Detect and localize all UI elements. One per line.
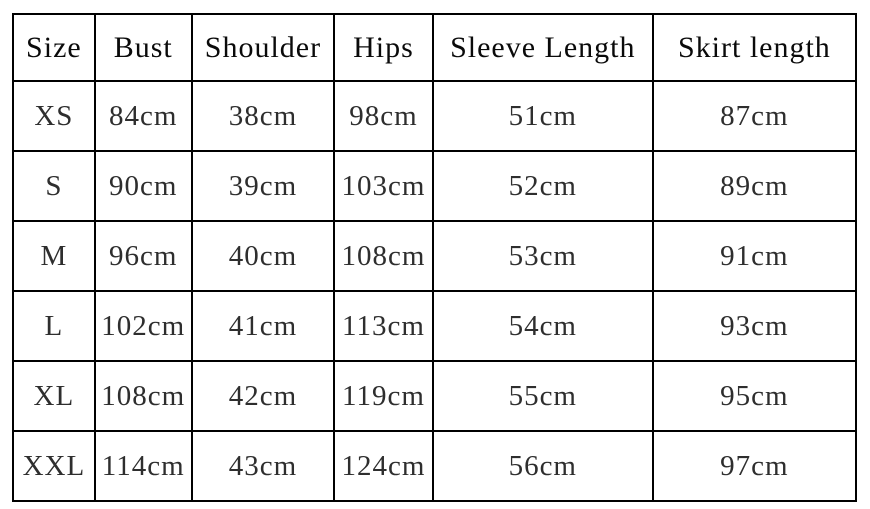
measurement-cell: 124cm [333,430,434,502]
measurement-cell: 93cm [651,290,858,362]
header-row: Size Bust Shoulder Hips Sleeve Length Skirt l… [12,13,858,82]
measurement-cell: 41cm [190,290,336,362]
table-body: XS 84cm 38cm 98cm 51cm 87cm S 90cm 39cm 103cm 52cm… [12,80,858,502]
measurement-cell: 103cm [333,150,434,222]
size-cell: XS [12,80,96,152]
measurement-cell: 39cm [190,150,336,222]
measurement-cell: 119cm [333,360,434,432]
table-row: S 90cm 39cm 103cm 52cm 89cm [12,150,858,222]
measurement-cell: 38cm [190,80,336,152]
measurement-cell: 102cm [93,290,193,362]
measurement-cell: 97cm [651,430,858,502]
measurement-cell: 40cm [190,220,336,292]
size-cell: XXL [12,430,96,502]
measurement-cell: 55cm [431,360,654,432]
size-cell: L [12,290,96,362]
size-cell: XL [12,360,96,432]
column-header: Skirt length [651,13,858,82]
measurement-cell: 108cm [333,220,434,292]
column-header: Shoulder [190,13,336,82]
measurement-cell: 114cm [93,430,193,502]
measurement-cell: 96cm [93,220,193,292]
table-row: XL 108cm 42cm 119cm 55cm 95cm [12,360,858,432]
size-chart-table: Size Bust Shoulder Hips Sleeve Length Skirt l… [12,13,858,502]
measurement-cell: 95cm [651,360,858,432]
table-row: XS 84cm 38cm 98cm 51cm 87cm [12,80,858,152]
column-header: Size [12,13,96,82]
measurement-cell: 56cm [431,430,654,502]
table-row: L 102cm 41cm 113cm 54cm 93cm [12,290,858,362]
measurement-cell: 87cm [651,80,858,152]
measurement-cell: 51cm [431,80,654,152]
size-cell: M [12,220,96,292]
measurement-cell: 54cm [431,290,654,362]
column-header: Bust [93,13,193,82]
measurement-cell: 43cm [190,430,336,502]
measurement-cell: 113cm [333,290,434,362]
measurement-cell: 84cm [93,80,193,152]
measurement-cell: 108cm [93,360,193,432]
measurement-cell: 89cm [651,150,858,222]
table-row: XXL 114cm 43cm 124cm 56cm 97cm [12,430,858,502]
column-header: Hips [333,13,434,82]
size-cell: S [12,150,96,222]
column-header: Sleeve Length [431,13,654,82]
measurement-cell: 42cm [190,360,336,432]
measurement-cell: 98cm [333,80,434,152]
measurement-cell: 52cm [431,150,654,222]
measurement-cell: 53cm [431,220,654,292]
table-row: M 96cm 40cm 108cm 53cm 91cm [12,220,858,292]
measurement-cell: 91cm [651,220,858,292]
measurement-cell: 90cm [93,150,193,222]
